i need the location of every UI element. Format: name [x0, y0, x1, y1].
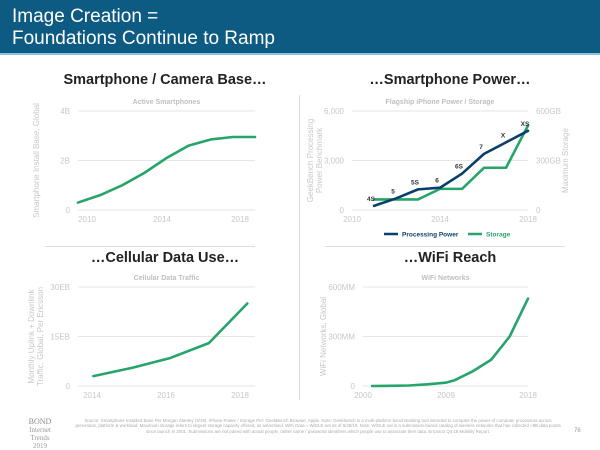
- y-axis-label: Smartphone Install Base, Global: [32, 103, 41, 218]
- panel-title-smartphone-base: Smartphone / Camera Base…: [63, 72, 267, 88]
- x-tick-label: 2018: [519, 391, 537, 400]
- y-tick-label: 4B: [60, 107, 70, 116]
- y-tick-label: 0: [66, 206, 71, 215]
- point-label: 7: [479, 144, 483, 151]
- y-axis-label: Monthly Uplink + Downlink: [27, 288, 36, 383]
- point-label: 4S: [367, 196, 376, 203]
- source-note: Source: Smartphone Installed Base Per Mo…: [75, 418, 561, 434]
- chart-title: Active Smartphones: [133, 99, 201, 106]
- legend-label-storage: Storage: [486, 232, 511, 239]
- y-axis-label-line2: Traffic, Global, Per Ericsson: [36, 287, 45, 386]
- slide-title-line-1: Image Creation =: [12, 6, 159, 27]
- y-tick-label: 300MM: [328, 333, 355, 342]
- point-label: 6: [435, 178, 439, 185]
- slide-header: Image Creation = Foundations Continue to…: [0, 0, 600, 55]
- y-tick-label: 0: [351, 382, 356, 391]
- point-label: 5S: [411, 179, 420, 186]
- x-tick-label: 2014: [431, 215, 449, 224]
- y-tick-label: 0: [66, 382, 71, 391]
- chart-title: Cellular Data Traffic: [134, 275, 200, 282]
- panel-title-smartphone-power: …Smartphone Power…: [369, 72, 531, 88]
- panel-title-cellular-data: …Cellular Data Use…: [90, 250, 240, 266]
- x-tick-label: 2014: [153, 215, 171, 224]
- y-tick-label: 0: [340, 206, 345, 215]
- y-tick-label: 15EB: [50, 333, 70, 342]
- vertical-divider: [299, 95, 300, 400]
- y2-tick-label: 300GB: [536, 157, 561, 166]
- slide-title-line-2: Foundations Continue to Ramp: [12, 28, 275, 49]
- x-tick-label: 2000: [354, 391, 372, 400]
- y-axis-label: WiFi Networks, Global: [319, 297, 328, 376]
- x-tick-label: 2010: [78, 215, 96, 224]
- page-number: 76: [574, 428, 581, 434]
- x-tick-label: 2010: [343, 215, 361, 224]
- legend-label-processing: Processing Power: [402, 232, 459, 239]
- y-axis-label-line2: Power Benchmark: [315, 127, 324, 193]
- y-tick-label: 3,000: [324, 157, 345, 166]
- storage-line: [372, 124, 530, 201]
- y2-tick-label: 600GB: [536, 107, 561, 116]
- series-line: [370, 297, 530, 388]
- processing-power-line: [372, 129, 530, 208]
- bond-logo: BOND Internet Trends 2019: [28, 417, 52, 450]
- x-tick-label: 2014: [83, 391, 101, 400]
- footer: BOND Internet Trends 2019 Source: Smartpho…: [0, 414, 600, 450]
- y-tick-label: 2B: [60, 157, 70, 166]
- horizontal-divider-left: [45, 246, 255, 247]
- chart-title: WiFi Networks: [421, 275, 469, 282]
- y2-axis-label: Maximum Storage: [561, 128, 570, 193]
- y-tick-label: 6,000: [324, 107, 345, 116]
- y2-tick-label: 0: [536, 206, 541, 215]
- series-line: [76, 135, 257, 204]
- horizontal-divider-right: [325, 246, 565, 247]
- panel-title-wifi-reach: …WiFi Reach: [403, 250, 497, 266]
- x-tick-label: 2016: [157, 391, 175, 400]
- series-line: [92, 302, 249, 378]
- y-tick-label: 30EB: [50, 283, 70, 292]
- point-label: 5: [391, 188, 395, 195]
- chart-title: Flagship iPhone Power / Storage: [386, 99, 495, 106]
- point-label: XS: [521, 121, 530, 128]
- y-axis-label: GeekBench Processing: [306, 119, 315, 203]
- x-tick-label: 2018: [231, 215, 249, 224]
- x-tick-label: 2009: [437, 391, 455, 400]
- y-tick-label: 600MM: [328, 283, 355, 292]
- x-tick-label: 2018: [231, 391, 249, 400]
- point-label: X: [501, 132, 506, 139]
- point-label: 6S: [455, 164, 464, 171]
- x-tick-label: 2018: [519, 215, 537, 224]
